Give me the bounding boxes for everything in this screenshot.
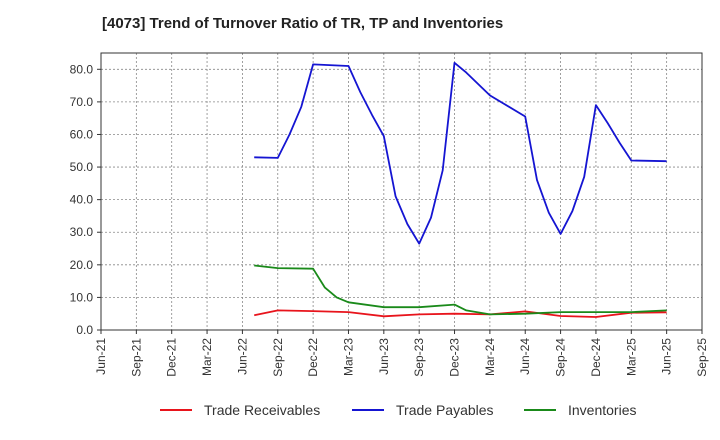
grid-layer [101,53,702,330]
legend-label: Trade Receivables [204,402,320,418]
x-tick-label: Mar-23 [341,338,355,376]
y-tick-label: 10.0 [70,290,94,304]
series-line-trade-payables [254,61,667,245]
x-axis: Jun-21 Sep-21 Dec-21 Mar-22 Jun-22 Sep-22 Dec-… [94,330,709,377]
legend-label: Trade Payables [396,402,494,418]
y-tick-label: 70.0 [70,95,94,109]
y-tick-label: 80.0 [70,62,94,76]
x-tick-label: Sep-25 [695,338,709,377]
y-tick-label: 40.0 [70,193,94,207]
chart-title: [4073] Trend of Turnover Ratio of TR, TP… [102,15,504,32]
x-tick-label: Dec-22 [306,338,320,377]
x-tick-label: Dec-24 [589,338,603,377]
x-tick-label: Jun-23 [377,338,391,375]
y-tick-label: 0.0 [76,323,93,337]
x-tick-label: Mar-24 [483,338,497,376]
y-tick-label: 60.0 [70,127,94,141]
series-line-trade-receivables [254,309,667,318]
x-tick-label: Mar-25 [624,338,638,376]
x-tick-label: Jun-22 [235,338,249,375]
x-tick-label: Jun-21 [94,338,108,375]
x-tick-label: Sep-21 [129,338,143,377]
x-tick-label: Sep-23 [412,338,426,377]
y-tick-label: 30.0 [70,225,94,239]
x-tick-label: Mar-22 [200,338,214,376]
series-line-inventories [254,264,667,316]
legend: Trade Receivables Trade Payables Inventori… [160,402,636,418]
series-layer [254,61,667,318]
y-tick-label: 50.0 [70,160,94,174]
x-tick-label: Dec-23 [448,338,462,377]
x-tick-label: Sep-22 [271,338,285,377]
x-tick-label: Dec-21 [165,338,179,377]
x-tick-label: Sep-24 [554,338,568,377]
plot-frame [100,52,703,331]
y-axis: 0.0 10.0 20.0 30.0 40.0 50.0 60.0 70.0 80.0 [70,62,101,337]
y-tick-label: 20.0 [70,258,94,272]
legend-label: Inventories [568,402,636,418]
x-tick-label: Jun-24 [518,338,532,375]
x-tick-label: Jun-25 [660,338,674,375]
